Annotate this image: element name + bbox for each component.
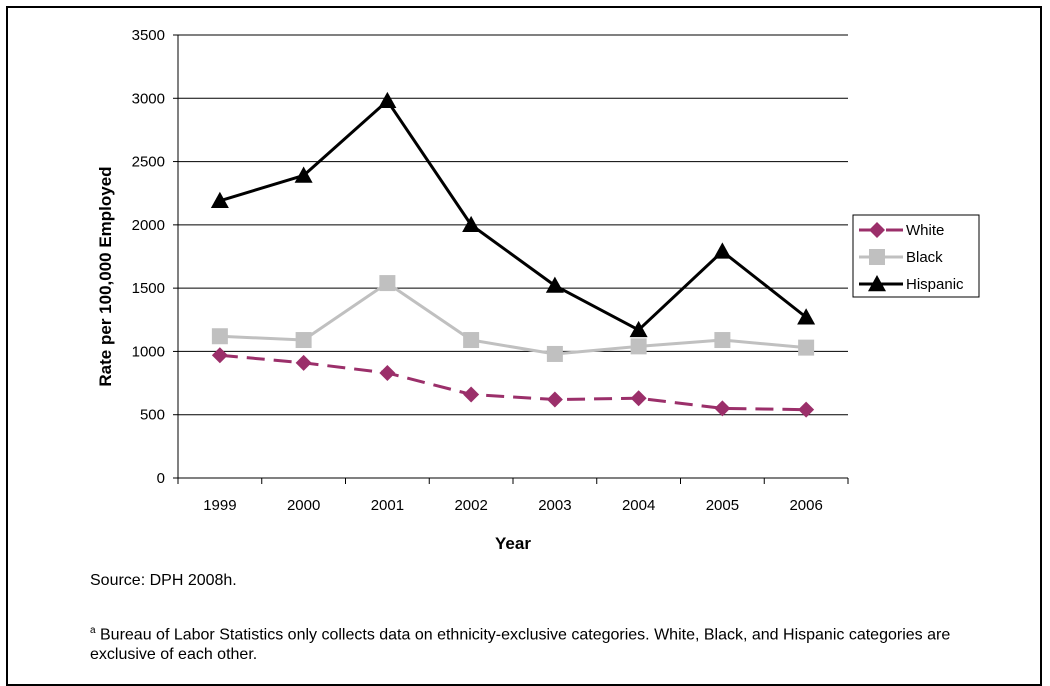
x-tick-label: 1999 [203, 497, 236, 514]
data-point-black [379, 275, 396, 292]
x-tick-label: 2001 [371, 497, 404, 514]
line-chart: 0 500 1000 1500 2000 2500 3000 3500 1999 2000 2001… [96, 27, 980, 553]
legend-marker-black [869, 249, 885, 265]
data-point-white [798, 401, 815, 418]
series-line-white [219, 353, 807, 412]
data-point-white [546, 391, 563, 408]
data-point-hispanic [713, 242, 732, 259]
data-point-white [463, 386, 480, 403]
footnote-marker: a [90, 625, 96, 636]
data-point-hispanic [210, 191, 229, 209]
legend-label-white: White [906, 222, 944, 239]
legend-label-black: Black [906, 249, 943, 266]
data-point-black [463, 332, 480, 349]
data-point-hispanic [294, 166, 313, 183]
x-tick-label: 2006 [789, 497, 822, 514]
data-point-black [546, 345, 563, 362]
legend-marker-hispanic [868, 275, 886, 292]
y-tick-label: 3500 [132, 27, 165, 44]
y-tick-label: 2000 [132, 217, 165, 234]
series-line-black [219, 281, 807, 356]
y-tick-label: 2500 [132, 154, 165, 171]
y-tick-label: 1000 [132, 343, 165, 360]
data-point-hispanic [378, 91, 397, 109]
legend: White Black Hispanic [852, 214, 980, 298]
x-tick-label: 2005 [706, 497, 739, 514]
gridlines [178, 34, 848, 416]
x-axis-title: Year [495, 534, 531, 553]
axes: 0 500 1000 1500 2000 2500 3000 3500 1999 2000 2001… [132, 27, 849, 514]
y-tick-label: 500 [140, 407, 165, 424]
data-point-black [798, 339, 815, 356]
y-axis-title: Rate per 100,000 Employed [96, 166, 115, 386]
data-point-white [379, 364, 396, 381]
data-point-hispanic [797, 308, 816, 325]
x-tick-label: 2003 [538, 497, 571, 514]
y-tick-label: 1500 [132, 280, 165, 297]
legend-label-hispanic: Hispanic [906, 276, 964, 293]
source-note: Source: DPH 2008h. [90, 572, 237, 589]
data-point-hispanic [629, 320, 648, 338]
x-tick-label: 2004 [622, 497, 655, 514]
legend-marker-white [869, 222, 885, 238]
footnote: a Bureau of Labor Statistics only collec… [90, 621, 990, 665]
data-point-black [211, 328, 228, 345]
series-layer [210, 91, 816, 418]
x-tick-label: 2002 [454, 497, 487, 514]
data-point-black [630, 338, 647, 355]
data-point-white [714, 400, 731, 417]
data-point-hispanic [462, 215, 481, 233]
data-point-white [630, 390, 647, 407]
data-point-white [295, 354, 312, 371]
footnote-text: Bureau of Labor Statistics only collects… [90, 626, 951, 664]
x-tick-label: 2000 [287, 497, 320, 514]
y-tick-label: 0 [157, 470, 165, 487]
data-point-white [211, 347, 228, 364]
data-point-black [714, 332, 731, 349]
series-line-hispanic [219, 99, 808, 332]
data-point-black [295, 332, 312, 349]
data-point-hispanic [545, 276, 564, 293]
y-tick-label: 3000 [132, 90, 165, 107]
